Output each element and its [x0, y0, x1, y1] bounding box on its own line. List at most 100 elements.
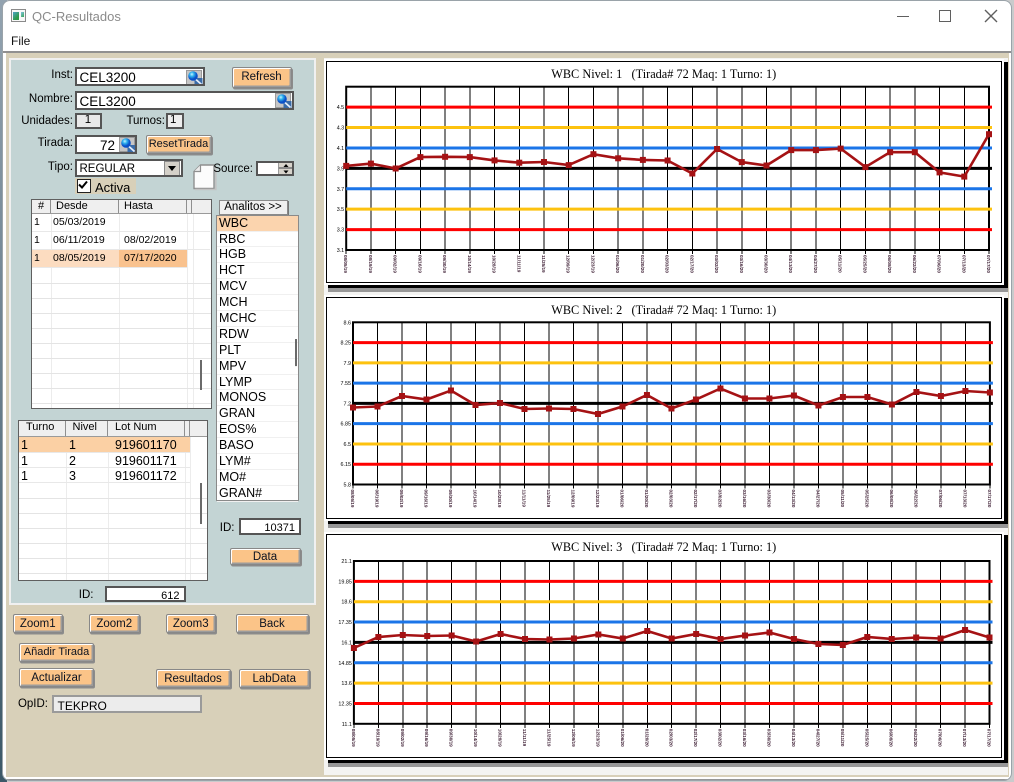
svg-text:05/25/20: 05/25/20 [862, 255, 867, 273]
svg-text:12.35: 12.35 [338, 701, 352, 707]
svg-text:10/14/19: 10/14/19 [472, 490, 477, 508]
svg-text:11/25/19: 11/25/19 [541, 255, 546, 273]
svg-text:04/27/20: 04/27/20 [813, 255, 818, 273]
svg-text:3.5: 3.5 [337, 207, 345, 213]
svg-text:4.1: 4.1 [337, 145, 345, 151]
svg-text:04/13/20: 04/13/20 [791, 729, 796, 747]
svg-text:06/22/20: 06/22/20 [913, 729, 918, 747]
svg-text:3.9: 3.9 [337, 166, 345, 172]
svg-text:16.1: 16.1 [341, 640, 352, 646]
svg-text:10/28/19: 10/28/19 [498, 729, 503, 747]
svg-text:5.8: 5.8 [344, 483, 352, 489]
svg-text:7.55: 7.55 [341, 381, 352, 387]
svg-text:04/27/20: 04/27/20 [815, 729, 820, 747]
svg-text:13.6: 13.6 [341, 681, 352, 687]
svg-text:03/16/20: 03/16/20 [742, 729, 747, 747]
svg-text:02/17/20: 02/17/20 [693, 490, 698, 508]
svg-text:4.3: 4.3 [337, 125, 345, 131]
svg-text:12/23/19: 12/23/19 [595, 490, 600, 508]
svg-text:10/14/19: 10/14/19 [473, 729, 478, 747]
svg-text:07/17/20: 07/17/20 [986, 255, 991, 273]
svg-text:10/14/19: 10/14/19 [467, 255, 472, 273]
svg-text:06/22/20: 06/22/20 [912, 255, 917, 273]
svg-text:01/20/20: 01/20/20 [640, 255, 645, 273]
svg-text:21.1: 21.1 [341, 559, 352, 565]
svg-text:10/28/19: 10/28/19 [492, 255, 497, 273]
svg-text:08/05/19: 08/05/19 [343, 255, 348, 273]
svg-text:3.7: 3.7 [337, 186, 345, 192]
svg-text:09/16/19: 09/16/19 [424, 729, 429, 747]
svg-text:01/06/20: 01/06/20 [619, 490, 624, 508]
svg-text:12/09/19: 12/09/19 [566, 255, 571, 273]
svg-text:7.9: 7.9 [344, 361, 352, 367]
svg-text:10/28/19: 10/28/19 [497, 490, 502, 508]
svg-text:07/13/20: 07/13/20 [961, 255, 966, 273]
svg-text:07/06/20: 07/06/20 [938, 729, 943, 747]
svg-text:05/11/20: 05/11/20 [838, 255, 843, 273]
svg-text:11/11/19: 11/11/19 [516, 255, 521, 273]
svg-text:02/03/20: 02/03/20 [665, 255, 670, 273]
svg-text:8.6: 8.6 [344, 320, 352, 326]
svg-text:03/16/20: 03/16/20 [742, 490, 747, 508]
svg-text:07/06/20: 07/06/20 [938, 490, 943, 508]
svg-text:09/16/19: 09/16/19 [417, 255, 422, 273]
svg-text:09/02/19: 09/02/19 [399, 490, 404, 508]
svg-text:04/27/20: 04/27/20 [815, 490, 820, 508]
svg-text:03/16/20: 03/16/20 [739, 255, 744, 273]
svg-text:03/30/20: 03/30/20 [766, 729, 771, 747]
svg-text:02/17/20: 02/17/20 [689, 255, 694, 273]
svg-text:09/02/19: 09/02/19 [393, 255, 398, 273]
svg-text:03/30/20: 03/30/20 [766, 490, 771, 508]
svg-text:03/30/20: 03/30/20 [763, 255, 768, 273]
svg-text:7.2: 7.2 [344, 401, 352, 407]
svg-text:06/08/20: 06/08/20 [889, 729, 894, 747]
svg-text:19.85: 19.85 [338, 579, 352, 585]
svg-text:09/30/19: 09/30/19 [442, 255, 447, 273]
svg-text:07/17/20: 07/17/20 [987, 490, 992, 508]
svg-text:03/02/20: 03/02/20 [714, 255, 719, 273]
svg-text:12/09/19: 12/09/19 [571, 729, 576, 747]
svg-text:03/02/20: 03/02/20 [717, 490, 722, 508]
svg-text:12/09/19: 12/09/19 [570, 490, 575, 508]
svg-text:12/23/19: 12/23/19 [595, 729, 600, 747]
svg-text:6.15: 6.15 [341, 462, 352, 468]
svg-text:07/17/20: 07/17/20 [987, 729, 992, 747]
svg-text:09/02/19: 09/02/19 [400, 729, 405, 747]
svg-text:11/11/19: 11/11/19 [522, 729, 527, 747]
svg-text:04/13/20: 04/13/20 [791, 490, 796, 508]
svg-text:3.3: 3.3 [337, 227, 345, 233]
svg-text:8.25: 8.25 [341, 341, 352, 347]
svg-text:02/17/20: 02/17/20 [693, 729, 698, 747]
svg-text:09/30/19: 09/30/19 [448, 490, 453, 508]
svg-text:01/06/20: 01/06/20 [615, 255, 620, 273]
svg-text:05/11/20: 05/11/20 [840, 729, 845, 747]
svg-text:11.1: 11.1 [342, 722, 352, 728]
svg-text:03/02/20: 03/02/20 [718, 729, 723, 747]
svg-text:01/06/20: 01/06/20 [620, 729, 625, 747]
svg-text:11/25/19: 11/25/19 [546, 490, 551, 508]
svg-text:06/22/20: 06/22/20 [913, 490, 918, 508]
svg-text:07/13/20: 07/13/20 [962, 729, 967, 747]
svg-text:11/11/19: 11/11/19 [521, 490, 526, 508]
svg-text:08/19/19: 08/19/19 [375, 729, 380, 747]
svg-text:08/19/19: 08/19/19 [375, 490, 380, 508]
svg-text:07/13/20: 07/13/20 [962, 490, 967, 508]
svg-text:02/03/20: 02/03/20 [668, 490, 673, 508]
svg-text:06/08/20: 06/08/20 [889, 490, 894, 508]
svg-text:08/05/19: 08/05/19 [350, 490, 355, 508]
svg-text:08/19/19: 08/19/19 [368, 255, 373, 273]
svg-text:4.5: 4.5 [337, 105, 345, 111]
svg-text:3.1: 3.1 [337, 248, 345, 254]
svg-text:05/25/20: 05/25/20 [864, 729, 869, 747]
svg-text:09/30/19: 09/30/19 [449, 729, 454, 747]
svg-text:14.85: 14.85 [338, 661, 352, 667]
svg-text:04/13/20: 04/13/20 [788, 255, 793, 273]
svg-text:18.6: 18.6 [341, 600, 352, 606]
svg-text:6.5: 6.5 [344, 442, 352, 448]
svg-text:6.85: 6.85 [341, 422, 352, 428]
svg-text:05/25/20: 05/25/20 [864, 490, 869, 508]
svg-text:07/06/20: 07/06/20 [937, 255, 942, 273]
svg-text:01/20/20: 01/20/20 [644, 490, 649, 508]
svg-text:06/08/20: 06/08/20 [887, 255, 892, 273]
svg-text:01/20/20: 01/20/20 [644, 729, 649, 747]
